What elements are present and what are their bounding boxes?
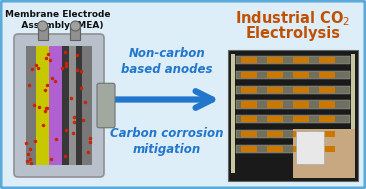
Bar <box>319 72 335 78</box>
Bar <box>319 116 335 122</box>
Bar <box>82 46 92 165</box>
Circle shape <box>38 21 48 31</box>
FancyBboxPatch shape <box>97 83 115 128</box>
Bar <box>236 145 350 153</box>
Bar <box>69 46 75 165</box>
Bar <box>319 101 335 108</box>
Text: Non-carbon
based anodes: Non-carbon based anodes <box>121 47 213 76</box>
Bar <box>70 26 81 40</box>
Bar <box>267 57 283 63</box>
Bar <box>231 54 235 173</box>
Bar <box>293 101 309 108</box>
Bar <box>241 116 257 122</box>
Bar <box>26 46 36 165</box>
Bar <box>267 87 283 93</box>
Bar <box>241 146 257 152</box>
Bar <box>319 131 335 137</box>
Bar <box>293 87 309 93</box>
Bar <box>293 146 309 152</box>
Text: Membrane Electrode
   Assembly (MEA): Membrane Electrode Assembly (MEA) <box>5 10 111 30</box>
Bar <box>319 146 335 152</box>
Bar <box>62 46 69 165</box>
Bar <box>36 46 49 165</box>
Bar <box>293 131 309 137</box>
Bar <box>236 130 350 138</box>
Bar <box>38 26 48 40</box>
Bar <box>236 71 350 79</box>
Bar <box>241 57 257 63</box>
Bar <box>241 131 257 137</box>
Bar <box>267 72 283 78</box>
Text: Carbon corrosion
mitigation: Carbon corrosion mitigation <box>110 127 224 156</box>
Bar <box>241 87 257 93</box>
Text: Electrolysis: Electrolysis <box>246 26 340 41</box>
Bar <box>267 131 283 137</box>
Bar <box>75 46 82 165</box>
Text: Industrial CO$_2$: Industrial CO$_2$ <box>235 9 351 28</box>
Bar <box>319 87 335 93</box>
Bar <box>351 54 355 173</box>
Bar <box>293 72 309 78</box>
FancyBboxPatch shape <box>14 34 104 177</box>
Bar <box>293 116 309 122</box>
Bar <box>267 116 283 122</box>
Bar <box>236 56 350 64</box>
Bar <box>49 46 62 165</box>
Circle shape <box>70 21 81 31</box>
Bar <box>293 57 309 63</box>
Bar <box>267 146 283 152</box>
Bar <box>319 57 335 63</box>
Bar <box>241 72 257 78</box>
Bar <box>267 101 283 108</box>
Bar <box>236 86 350 94</box>
Bar <box>228 50 358 181</box>
Bar <box>241 101 257 108</box>
Bar <box>236 115 350 123</box>
Bar <box>296 131 324 164</box>
Bar <box>236 100 350 108</box>
Bar <box>293 129 355 178</box>
